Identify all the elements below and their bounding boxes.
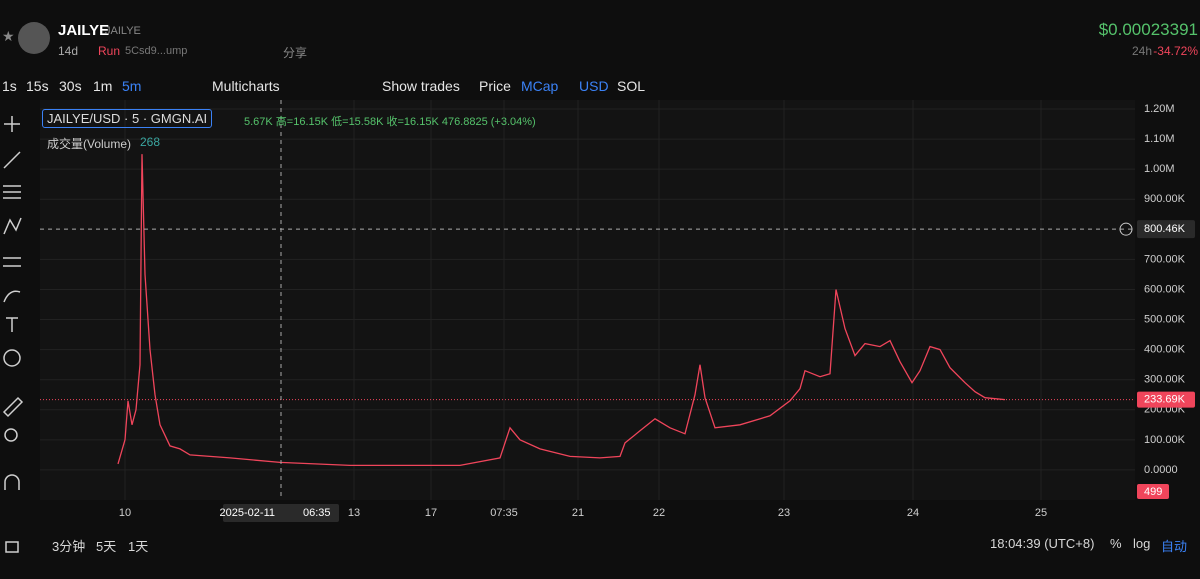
zoom-tool[interactable] (4, 428, 18, 442)
sol-toggle[interactable]: SOL (617, 78, 646, 94)
magnet-tool[interactable] (4, 474, 20, 490)
change-period: 24h (1131, 44, 1152, 58)
ruler-tool[interactable] (2, 396, 24, 418)
x-tick-label: 22 (653, 507, 665, 519)
crosshair-y-badge (1137, 220, 1195, 239)
crosshair-tool[interactable] (4, 116, 20, 132)
y-tick-label: 600.00K (1144, 283, 1186, 295)
last-price-label: 233.69K (1144, 394, 1186, 406)
interval[interactable]: 5m (122, 78, 142, 94)
lock-tool[interactable] (5, 541, 19, 553)
range[interactable]: 1天 (128, 539, 149, 554)
plot-background (40, 100, 1135, 500)
drawing-tools (2, 116, 24, 553)
header: ★ JAILYE JAILYE 14d Run 5Csd9...ump 分享 $… (0, 0, 1200, 62)
projection-tool[interactable] (3, 257, 21, 267)
volume-label: 成交量(Volume) (47, 137, 132, 151)
volume-badge (1137, 484, 1169, 499)
symbol-label[interactable]: JAILYE/USD · 5 · GMGN.AI (42, 109, 213, 128)
price-line (117, 154, 1006, 467)
fib-tool[interactable] (3, 185, 21, 199)
volume-value: 268 (140, 135, 161, 149)
share[interactable]: 分享 (283, 46, 308, 60)
usd-toggle[interactable]: USD (579, 78, 609, 94)
volume-badge-label: 499 (1144, 486, 1162, 498)
token-name: JAILYE (58, 22, 110, 39)
token-ticker: JAILYE (105, 25, 141, 37)
last-price-badge (1137, 391, 1195, 408)
auto-toggle[interactable]: 自动 (1161, 539, 1188, 554)
interval[interactable]: 30s (59, 78, 82, 94)
status: Run (98, 44, 121, 58)
interval[interactable]: 15s (26, 78, 49, 94)
x-tick-label: 10 (119, 507, 131, 519)
y-tick-label: 900.00K (1144, 193, 1186, 205)
toolbar: 1s 15s 30s 1m 5m Multicharts Show trades… (0, 78, 1200, 100)
text-tool[interactable] (6, 317, 18, 332)
trend-line-tool[interactable] (3, 151, 21, 169)
y-tick-label: 1.20M (1144, 103, 1175, 115)
y-tick-label: 0.0000 (1144, 464, 1178, 476)
y-tick-label: 100.00K (1144, 434, 1186, 446)
mcap-toggle[interactable]: MCap (521, 78, 559, 94)
price: $0.00023391 (1098, 20, 1198, 39)
pattern-tool[interactable] (3, 217, 22, 235)
x-tick-label: 21 (572, 507, 584, 519)
y-tick-label: 300.00K (1144, 374, 1186, 386)
footer: 3分钟 5天 1天 18:04:39 (UTC+8) % log 自动 (0, 536, 1200, 556)
address[interactable]: 5Csd9...ump (125, 45, 188, 57)
x-tick-label: 23 (778, 507, 790, 519)
x-tick-label: 24 (907, 507, 919, 519)
y-tick-label: 1.10M (1144, 133, 1175, 145)
price-toggle[interactable]: Price (479, 78, 511, 94)
range[interactable]: 5天 (96, 539, 117, 554)
log-toggle[interactable]: log (1133, 536, 1151, 551)
range[interactable]: 3分钟 (52, 539, 86, 554)
x-tick-label: 07:35 (490, 507, 518, 519)
avatar (18, 22, 50, 54)
crosshair-y-label: 800.46K (1144, 223, 1186, 235)
brush-tool[interactable] (3, 290, 21, 303)
interval[interactable]: 1m (93, 78, 113, 94)
multicharts[interactable]: Multicharts (212, 78, 280, 94)
ohlc: 5.67K 高=16.15K 低=15.58K 收=16.15K 476.882… (244, 116, 536, 128)
x-tick-label: 13 (348, 507, 360, 519)
token-age: 14d (58, 44, 79, 58)
x-tick-label: 17 (425, 507, 437, 519)
y-tick-label: 400.00K (1144, 344, 1186, 356)
crosshair-x-date: 2025-02-11 (220, 507, 275, 519)
clock: 18:04:39 (UTC+8) (990, 536, 1095, 551)
crosshair-x-badge (223, 504, 339, 522)
crosshair-x-time: 06:35 (303, 507, 331, 519)
add-alert[interactable] (1119, 222, 1133, 236)
y-tick-label: 700.00K (1144, 253, 1186, 265)
y-axis-area (1135, 100, 1200, 500)
show-trades[interactable]: Show trades (382, 78, 460, 94)
interval[interactable]: 1s (2, 78, 17, 94)
emoji-tool[interactable] (3, 349, 21, 367)
y-tick-label: 500.00K (1144, 313, 1186, 325)
y-tick-label: 1.00M (1144, 163, 1175, 175)
x-tick-label: 25 (1035, 507, 1047, 519)
percent-toggle[interactable]: % (1110, 536, 1122, 551)
favorite-star[interactable]: ★ (2, 28, 15, 44)
change: -34.72% (1153, 44, 1198, 58)
